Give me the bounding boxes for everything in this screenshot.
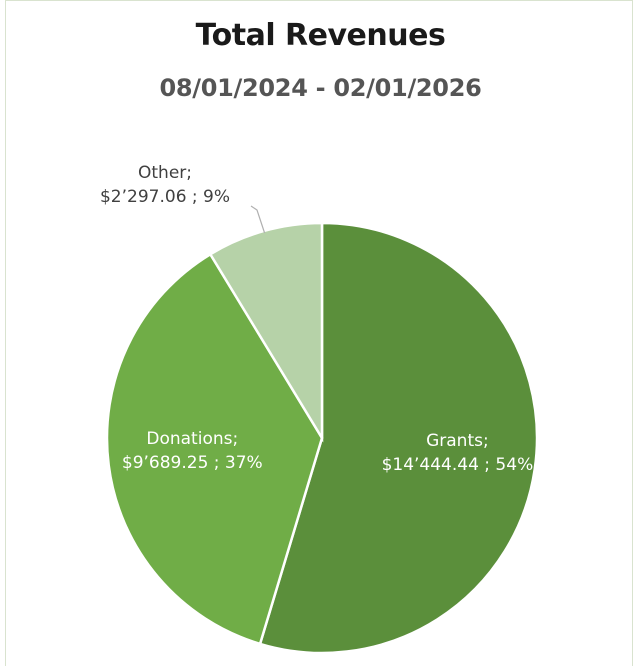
chart-title: Total Revenues <box>195 18 446 53</box>
chart-subtitle: 08/01/2024 - 02/01/2026 <box>159 74 482 102</box>
slice-label-grants: Grants; $14’444.44 ; 54% <box>382 431 534 475</box>
pie-slice-grants <box>258 221 539 655</box>
pie-slices <box>105 221 539 655</box>
leader-line-other <box>250 205 266 234</box>
leader-lines <box>250 205 266 234</box>
slice-label-donations: Donations; $9’689.25 ; 37% <box>122 429 263 473</box>
slice-label-other: Other; $2’297.06 ; 9% <box>100 163 230 207</box>
slice-labels: Grants; $14’444.44 ; 54% Donations; $9’689.… <box>100 163 533 475</box>
